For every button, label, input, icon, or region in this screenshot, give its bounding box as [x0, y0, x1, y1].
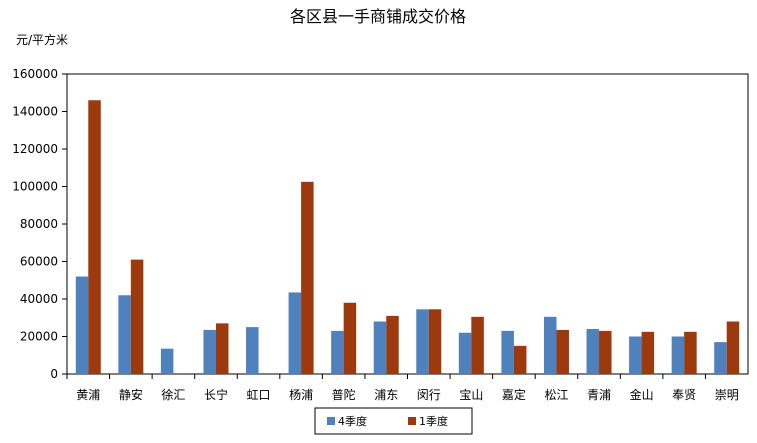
y-axis-label: 元/平方米	[16, 32, 68, 47]
bar-q4	[75, 276, 89, 374]
legend-swatch	[327, 417, 335, 425]
bar-q4	[543, 316, 557, 374]
x-tick-label: 松江	[544, 388, 568, 402]
bar-q4	[118, 295, 131, 374]
bar-q4	[671, 336, 685, 374]
bar-q1	[428, 309, 442, 374]
bar-q1	[88, 100, 101, 374]
legend: 4季度 1季度	[314, 407, 473, 435]
x-tick-label: 浦东	[374, 388, 398, 402]
bar-q1	[641, 331, 655, 374]
plot-area	[66, 73, 749, 375]
y-tick-label: 160000	[12, 67, 58, 81]
bar-q1	[386, 315, 399, 374]
x-tick-label: 闵行	[417, 387, 441, 402]
legend-label: 1季度	[419, 414, 448, 428]
bar-q4	[373, 321, 387, 374]
y-tick-label: 100000	[12, 180, 58, 194]
bar-q4	[160, 348, 174, 374]
x-tick-label: 徐汇	[161, 387, 185, 402]
bar-q4	[288, 292, 302, 374]
bar-q4	[416, 309, 429, 374]
y-tick-label: 20000	[20, 330, 58, 344]
bar-q4	[501, 330, 514, 374]
bar-q1	[130, 259, 144, 374]
bars-group	[75, 100, 740, 374]
x-tick-label: 杨浦	[289, 387, 313, 402]
x-tick-label: 崇明	[715, 388, 739, 402]
y-tick-label: 60000	[20, 255, 58, 269]
bar-q1	[556, 329, 569, 374]
x-tick-label: 静安	[119, 387, 143, 402]
bar-q4	[629, 336, 642, 374]
bar-q4	[331, 330, 344, 374]
x-axis: 黄浦 静安 徐汇 长宁 虹口 杨浦 普陀 浦东 闵行 宝山 嘉定 松江 青浦 金山 奉贤 崇明	[66, 374, 739, 402]
bar-q1	[215, 323, 229, 374]
bar-q1	[513, 345, 527, 374]
y-tick-label: 140000	[12, 105, 58, 119]
bar-q1	[599, 330, 612, 374]
y-tick-label: 40000	[20, 292, 58, 306]
x-tick-label: 奉贤	[672, 388, 696, 402]
x-tick-label: 普陀	[332, 387, 356, 402]
y-tick-label: 80000	[20, 217, 58, 231]
bar-q1	[301, 181, 314, 374]
bar-q1	[726, 321, 740, 374]
x-tick-label: 青浦	[587, 388, 611, 402]
legend-frame	[314, 407, 473, 435]
legend-label: 4季度	[338, 414, 367, 428]
bar-q4	[586, 329, 600, 374]
bar-q1	[471, 316, 484, 374]
bar-q1	[343, 302, 357, 374]
x-tick-label: 虹口	[247, 388, 271, 402]
bar-q1	[684, 331, 697, 374]
x-tick-label: 长宁	[204, 387, 228, 402]
x-tick-label: 宝山	[459, 388, 483, 402]
bar-q4	[714, 342, 727, 374]
chart-title: 各区县一手商铺成交价格	[290, 7, 466, 26]
bar-q4	[246, 327, 259, 374]
x-tick-label: 金山	[630, 387, 654, 402]
legend-swatch	[408, 417, 416, 425]
y-tick-label: 0	[50, 367, 58, 381]
y-axis: 0 20000 40000 60000 80000 100000 120000 140000 1…	[12, 67, 67, 381]
x-tick-label: 嘉定	[502, 387, 526, 402]
y-tick-label: 120000	[12, 142, 58, 156]
bar-q4	[458, 332, 472, 374]
x-tick-label: 黄浦	[76, 388, 100, 402]
bar-q4	[203, 329, 216, 374]
